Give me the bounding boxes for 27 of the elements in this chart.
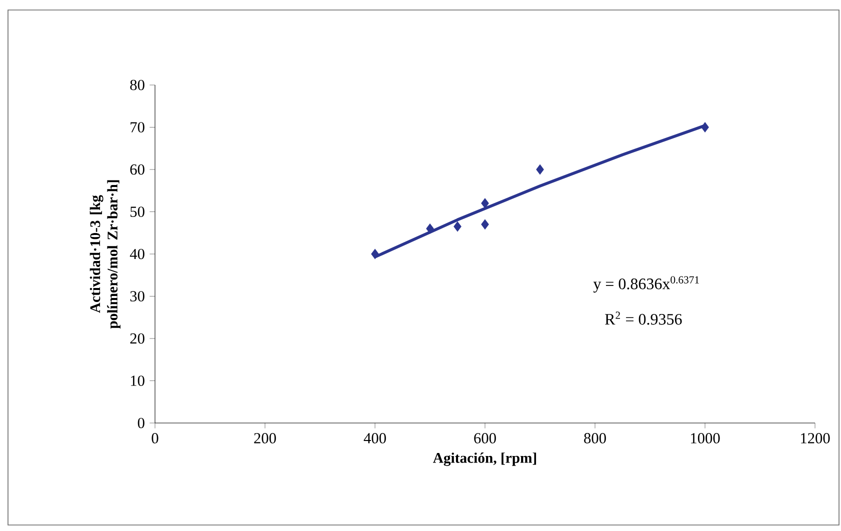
x-tick-label: 400	[364, 433, 386, 444]
y-tick-label: 80	[130, 80, 144, 90]
y-tick-label: 0	[138, 418, 144, 428]
point	[426, 224, 434, 234]
y-axis-title: Actividad·10-3 [kg polímero/mol Zr·bar·h]	[90, 180, 120, 329]
annotation: y = 0.8636x$^{0.6371}$	[593, 276, 699, 293]
annotation: R$^{2}$ = 0.9356	[605, 312, 682, 325]
point	[481, 198, 489, 208]
x-tick-label: 800	[584, 433, 606, 444]
y-tick-label: 30	[130, 291, 144, 302]
point	[701, 122, 709, 132]
x-tick-label: 0	[152, 433, 158, 444]
y-tick-label: 40	[130, 248, 144, 260]
x-tick-label: 600	[474, 433, 496, 444]
x-tick-label: 200	[254, 433, 276, 444]
point	[371, 248, 379, 260]
y-tick-label: 70	[130, 122, 144, 132]
y-tick-label: 60	[130, 164, 144, 175]
point	[536, 164, 544, 175]
x-tick-label: 1200	[801, 433, 830, 444]
y-tick-label: 50	[130, 206, 144, 217]
y-tick-label: 20	[130, 333, 144, 344]
point	[454, 221, 462, 232]
x-axis-title: Agitación, [rpm]	[433, 452, 536, 466]
y-tick-label: 10	[130, 376, 144, 386]
x-tick-label: 1000	[691, 433, 720, 444]
point	[481, 219, 489, 230]
